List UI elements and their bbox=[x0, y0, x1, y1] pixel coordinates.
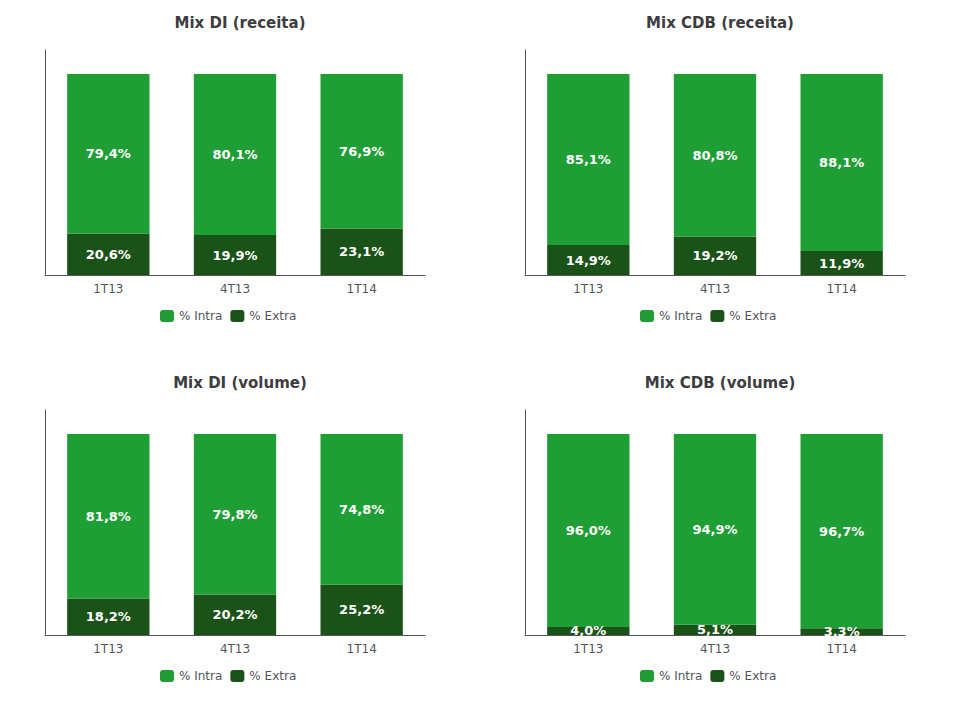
svg-text:% Extra: % Extra bbox=[729, 309, 776, 323]
svg-text:18,2%: 18,2% bbox=[86, 609, 131, 624]
svg-text:19,2%: 19,2% bbox=[692, 248, 737, 263]
svg-text:20,6%: 20,6% bbox=[86, 247, 131, 262]
svg-text:23,1%: 23,1% bbox=[339, 244, 384, 259]
svg-text:1T13: 1T13 bbox=[93, 642, 123, 656]
svg-text:96,7%: 96,7% bbox=[819, 524, 864, 539]
svg-text:25,2%: 25,2% bbox=[339, 602, 384, 617]
svg-text:% Extra: % Extra bbox=[249, 309, 296, 323]
svg-text:79,8%: 79,8% bbox=[212, 507, 257, 522]
svg-text:4T13: 4T13 bbox=[220, 282, 250, 296]
svg-text:81,8%: 81,8% bbox=[86, 509, 131, 524]
svg-text:79,4%: 79,4% bbox=[86, 146, 131, 161]
svg-text:Mix CDB (volume): Mix CDB (volume) bbox=[645, 374, 796, 392]
svg-text:% Intra: % Intra bbox=[179, 669, 222, 683]
svg-text:Mix CDB (receita): Mix CDB (receita) bbox=[646, 14, 794, 32]
svg-text:Mix DI (receita): Mix DI (receita) bbox=[174, 14, 305, 32]
svg-text:96,0%: 96,0% bbox=[566, 523, 611, 538]
svg-text:4T13: 4T13 bbox=[220, 642, 250, 656]
svg-text:1T13: 1T13 bbox=[93, 282, 123, 296]
svg-text:11,9%: 11,9% bbox=[819, 256, 864, 271]
svg-text:74,8%: 74,8% bbox=[339, 502, 384, 517]
svg-text:3,3%: 3,3% bbox=[824, 624, 860, 639]
svg-text:5,1%: 5,1% bbox=[697, 622, 733, 637]
svg-text:76,9%: 76,9% bbox=[339, 144, 384, 159]
svg-text:1T13: 1T13 bbox=[573, 642, 603, 656]
svg-text:88,1%: 88,1% bbox=[819, 155, 864, 170]
svg-text:1T13: 1T13 bbox=[573, 282, 603, 296]
svg-text:Mix DI (volume): Mix DI (volume) bbox=[173, 374, 307, 392]
svg-text:80,1%: 80,1% bbox=[212, 147, 257, 162]
svg-text:20,2%: 20,2% bbox=[212, 607, 257, 622]
svg-text:1T14: 1T14 bbox=[827, 642, 857, 656]
svg-text:85,1%: 85,1% bbox=[566, 152, 611, 167]
svg-text:80,8%: 80,8% bbox=[692, 148, 737, 163]
svg-text:19,9%: 19,9% bbox=[212, 248, 257, 263]
svg-text:% Extra: % Extra bbox=[249, 669, 296, 683]
svg-text:4,0%: 4,0% bbox=[570, 623, 606, 638]
svg-text:94,9%: 94,9% bbox=[692, 522, 737, 537]
svg-text:4T13: 4T13 bbox=[700, 282, 730, 296]
svg-text:1T14: 1T14 bbox=[347, 282, 377, 296]
svg-text:% Intra: % Intra bbox=[659, 309, 702, 323]
svg-text:4T13: 4T13 bbox=[700, 642, 730, 656]
svg-text:% Intra: % Intra bbox=[659, 669, 702, 683]
svg-text:1T14: 1T14 bbox=[827, 282, 857, 296]
svg-text:% Intra: % Intra bbox=[179, 309, 222, 323]
svg-text:14,9%: 14,9% bbox=[566, 253, 611, 268]
svg-text:% Extra: % Extra bbox=[729, 669, 776, 683]
svg-text:1T14: 1T14 bbox=[347, 642, 377, 656]
